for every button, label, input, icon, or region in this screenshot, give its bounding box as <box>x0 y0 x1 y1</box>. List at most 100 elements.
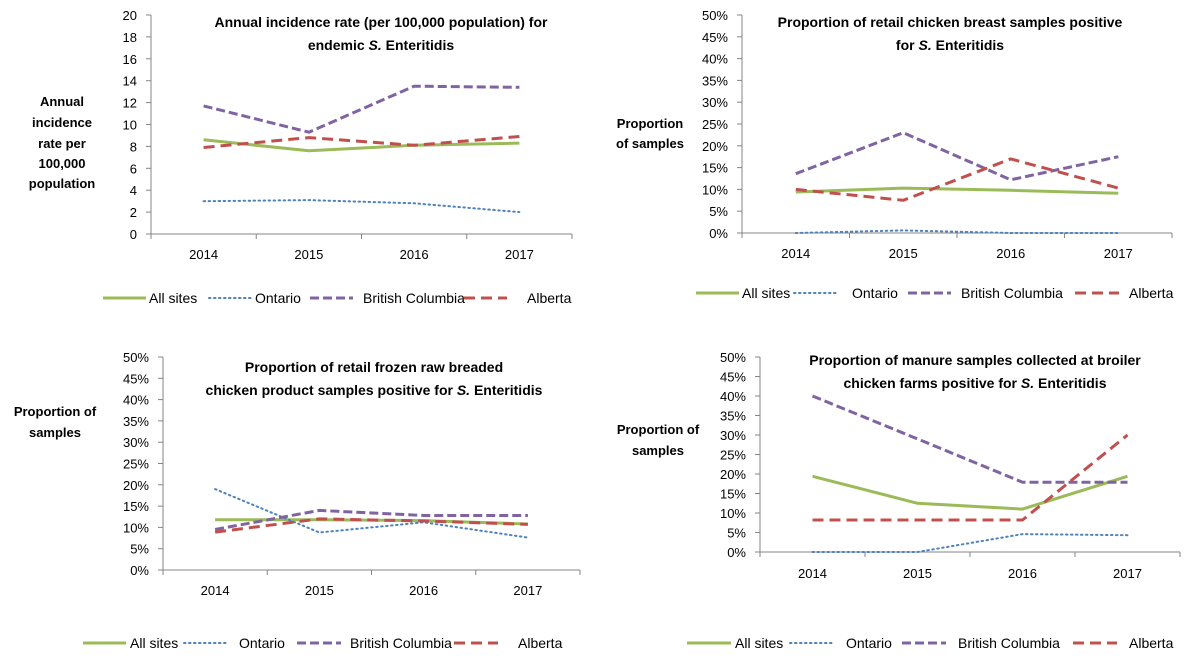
legend-label: Alberta <box>1129 635 1174 651</box>
y-tick-label: 30% <box>123 435 149 450</box>
legend: All sites Ontario British Columbia Alberta <box>687 635 1174 651</box>
y-tick-label: 5% <box>727 526 746 541</box>
series-line-ontario <box>214 488 529 539</box>
y-tick-label: 0% <box>727 545 746 560</box>
legend-label: Alberta <box>527 290 572 306</box>
y-tick-label: 10% <box>720 506 746 521</box>
legend-label: Ontario <box>239 635 285 651</box>
x-tick-label: 2014 <box>781 246 810 261</box>
y-tick-label: 10% <box>702 182 728 197</box>
chart-title-line: Annual incidence rate (per 100,000 popul… <box>215 14 549 30</box>
y-tick-label: 20% <box>720 467 746 482</box>
legend-label: All sites <box>130 635 178 651</box>
y-tick-label: 25% <box>702 117 728 132</box>
series-line-british-columbia <box>795 131 1119 182</box>
legend-label: Ontario <box>852 285 898 301</box>
y-tick-label: 0 <box>130 227 137 242</box>
legend: All sites Ontario British Columbia Alberta <box>696 285 1174 301</box>
legend-label: Alberta <box>518 635 563 651</box>
y-tick-label: 14 <box>123 74 137 89</box>
series-line-ontario <box>794 229 1120 234</box>
legend-label: Ontario <box>255 290 301 306</box>
y-tick-label: 0% <box>130 563 149 578</box>
x-tick-label: 2015 <box>305 583 334 598</box>
series-line-alberta <box>795 157 1119 202</box>
y-tick-label: 20% <box>702 139 728 154</box>
x-tick-label: 2017 <box>1113 566 1142 581</box>
x-tick-label: 2016 <box>1008 566 1037 581</box>
x-tick-label: 2017 <box>505 247 534 262</box>
series-line-british-columbia <box>203 84 520 134</box>
series-line-british-columbia <box>811 394 1128 484</box>
legend: All sites Ontario British Columbia Alberta <box>83 635 563 651</box>
y-tick-label: 35% <box>702 73 728 88</box>
y-tick-label: 45% <box>123 371 149 386</box>
y-axis-label-line: incidence <box>32 115 92 130</box>
y-tick-label: 25% <box>123 457 149 472</box>
legend-label: All sites <box>149 290 197 306</box>
y-tick-label: 5% <box>709 204 728 219</box>
x-tick-label: 2014 <box>201 583 230 598</box>
y-tick-label: 0% <box>709 226 728 241</box>
y-axis-label-line: of samples <box>616 136 684 151</box>
chart-2: 0% 5% 10% 15% 20% 25% 30% 35% 40% 45% 50% 2014 2015 2… <box>616 8 1174 301</box>
y-axis-label-line: Annual <box>40 94 84 109</box>
chart-title-line: chicken farms positive for S. Enteritidi… <box>844 375 1107 391</box>
y-tick-label: 50% <box>123 350 149 365</box>
legend-label: British Columbia <box>961 285 1063 301</box>
y-axis-label-line: Proportion of <box>617 422 700 437</box>
y-tick-label: 15% <box>702 161 728 176</box>
y-tick-label: 45% <box>702 30 728 45</box>
series-line-british-columbia <box>214 508 528 531</box>
series-line-ontario <box>202 199 521 214</box>
legend-label: British Columbia <box>350 635 452 651</box>
y-tick-label: 5% <box>130 542 149 557</box>
chart-title-line: Proportion of manure samples collected a… <box>809 352 1141 368</box>
legend-label: British Columbia <box>363 290 465 306</box>
x-tick-label: 2016 <box>409 583 438 598</box>
legend-label: All sites <box>735 635 783 651</box>
series-line-alberta <box>812 433 1129 522</box>
x-tick-label: 2014 <box>189 247 218 262</box>
y-tick-label: 50% <box>702 8 728 23</box>
y-tick-label: 35% <box>123 414 149 429</box>
y-tick-label: 6 <box>130 161 137 176</box>
chart-3: 0% 5% 10% 15% 20% 25% 30% 35% 40% 45% 50% 2014 2015 2… <box>14 350 581 651</box>
chart-1: 0 2 4 6 8 10 12 14 16 18 20 2014 2015 2016 2017 Annual … <box>29 8 573 306</box>
chart-title-line: endemic S. Enteritidis <box>308 37 454 53</box>
y-tick-label: 4 <box>130 183 137 198</box>
legend-label: Alberta <box>1129 285 1174 301</box>
y-axis-label-line: Proportion <box>617 116 683 131</box>
y-axis-label-line: Proportion of <box>14 404 97 419</box>
y-tick-label: 25% <box>720 448 746 463</box>
y-tick-label: 2 <box>130 205 137 220</box>
y-tick-label: 20 <box>123 8 137 23</box>
y-tick-label: 30% <box>702 95 728 110</box>
y-axis-label-line: samples <box>29 425 81 440</box>
y-axis-label-line: population <box>29 176 95 191</box>
legend-label: Ontario <box>846 635 892 651</box>
x-tick-label: 2016 <box>996 246 1025 261</box>
legend-label: British Columbia <box>958 635 1060 651</box>
x-tick-label: 2014 <box>798 566 827 581</box>
y-tick-label: 45% <box>720 370 746 385</box>
legend: All sites Ontario British Columbia Alberta <box>103 290 572 306</box>
series-line-alberta <box>214 517 528 534</box>
series-line-all-sites <box>203 138 520 153</box>
y-tick-label: 15% <box>720 487 746 502</box>
y-tick-label: 8 <box>130 139 137 154</box>
y-tick-label: 12 <box>123 96 137 111</box>
y-tick-label: 10% <box>123 520 149 535</box>
chart-title-line: Proportion of retail chicken breast samp… <box>778 14 1123 30</box>
y-tick-label: 16 <box>123 52 137 67</box>
y-axis-label-line: samples <box>632 443 684 458</box>
y-tick-label: 50% <box>720 350 746 365</box>
y-tick-label: 40% <box>123 393 149 408</box>
legend-label: All sites <box>742 285 790 301</box>
x-tick-label: 2016 <box>400 247 429 262</box>
y-tick-label: 40% <box>720 389 746 404</box>
series-line-all-sites <box>812 474 1128 511</box>
x-tick-label: 2015 <box>889 246 918 261</box>
y-tick-label: 18 <box>123 30 137 45</box>
series-line-alberta <box>203 135 520 149</box>
